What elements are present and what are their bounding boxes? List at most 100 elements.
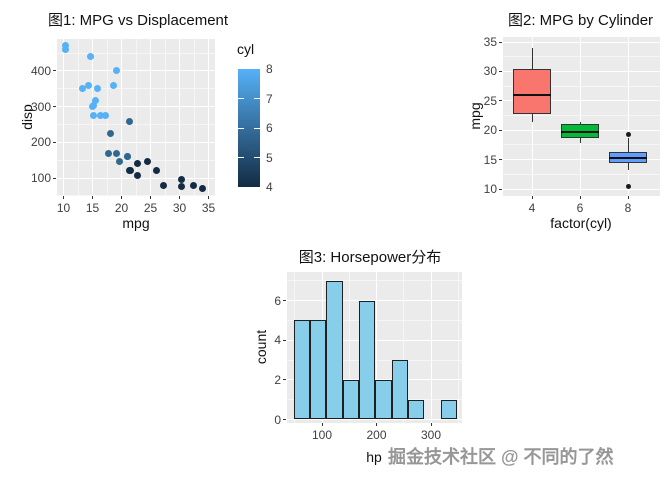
x-tick-label: 35 — [201, 201, 216, 215]
y-tick-label: 2 — [274, 372, 281, 387]
x-tick-label: 10 — [56, 201, 71, 215]
data-point — [143, 157, 151, 165]
x-axis-tick — [63, 196, 64, 199]
y-tick-label: 25 — [483, 93, 497, 108]
gridline-minor — [503, 144, 660, 146]
histogram-bar — [326, 280, 343, 420]
gridline-major — [503, 70, 660, 72]
data-point — [198, 184, 206, 192]
y-tick-label: 4 — [274, 333, 281, 348]
y-tick-label: 35 — [483, 35, 497, 49]
whisker-upper — [531, 48, 533, 70]
gridline-major — [208, 39, 209, 196]
legend-tick-label: 4 — [266, 180, 273, 194]
whisker-upper — [627, 137, 629, 153]
y-axis-tick — [283, 300, 286, 302]
x-axis-tick — [376, 423, 377, 426]
data-point — [189, 182, 197, 190]
gridline-minor — [57, 195, 215, 196]
data-point — [126, 118, 134, 126]
x-tick-label: 20 — [114, 201, 129, 215]
data-point — [84, 81, 92, 89]
histogram-bar — [310, 320, 327, 420]
data-point — [160, 181, 168, 189]
legend-tick-label: 6 — [266, 121, 273, 135]
plot1-title: 图1: MPG vs Displacement — [48, 12, 229, 29]
gridline-major — [503, 188, 660, 190]
data-point — [116, 158, 124, 166]
legend-tick-label: 7 — [266, 91, 273, 106]
gridline-major — [179, 39, 180, 196]
data-point — [113, 150, 121, 158]
gridline-minor — [193, 39, 195, 196]
legend-tick — [254, 157, 260, 158]
y-axis-tick — [499, 129, 502, 131]
gridline-minor — [348, 272, 350, 423]
plot3-x-axis-title: hp — [366, 449, 382, 465]
y-axis-tick — [283, 419, 286, 420]
x-tick-label: 100 — [311, 428, 333, 442]
y-axis-tick — [283, 379, 286, 381]
y-tick-label: 0 — [274, 412, 281, 427]
data-point — [110, 81, 118, 89]
median-line — [513, 93, 551, 96]
histogram-bar — [293, 320, 311, 420]
gridline-minor — [503, 173, 660, 175]
gridline-major — [376, 272, 377, 423]
data-point — [134, 171, 142, 179]
plot1-panel — [57, 39, 215, 196]
plot2-panel — [503, 37, 660, 196]
legend-tick — [238, 157, 244, 158]
data-point — [62, 41, 70, 49]
plot3-title: 图3: Horsepower分布 — [298, 249, 442, 266]
y-axis-tick — [53, 70, 56, 72]
data-point — [105, 150, 113, 158]
gridline-major — [63, 39, 64, 196]
data-point — [126, 167, 134, 174]
outlier-point — [625, 132, 631, 138]
watermark-text: 掘金技术社区 @ 不同的了然 — [388, 447, 614, 467]
x-tick-label: 25 — [143, 201, 158, 215]
y-axis-tick — [499, 100, 502, 102]
gridline-minor — [57, 123, 215, 125]
median-line — [561, 130, 599, 133]
y-axis-tick — [53, 177, 56, 179]
gridline-minor — [503, 85, 660, 87]
y-axis-tick — [499, 70, 502, 72]
data-point — [62, 46, 70, 54]
x-axis-tick — [627, 196, 629, 199]
histogram-bar — [375, 379, 392, 420]
y-axis-tick — [499, 188, 502, 190]
y-tick-label: 100 — [30, 171, 51, 185]
x-axis-tick — [92, 196, 93, 199]
y-tick-label: 200 — [30, 135, 51, 150]
gridline-minor — [457, 272, 459, 423]
histogram-bar — [391, 360, 409, 420]
x-axis-tick — [579, 196, 581, 199]
gridline-minor — [57, 88, 215, 90]
data-point — [123, 153, 131, 161]
histogram-bar — [342, 379, 360, 420]
gridline-major — [57, 70, 215, 72]
gridline-major — [57, 106, 215, 108]
y-axis-tick — [283, 339, 286, 341]
x-axis-tick — [121, 196, 122, 199]
box — [513, 69, 551, 114]
x-axis-tick — [321, 423, 323, 426]
x-tick-label: 30 — [172, 201, 187, 215]
gridline-major — [627, 37, 629, 196]
gridline-major — [121, 39, 122, 196]
x-tick-label: 8 — [624, 201, 632, 215]
y-tick-label: 20 — [483, 123, 497, 138]
x-axis-tick — [208, 196, 209, 199]
x-tick-label: 300 — [420, 428, 442, 442]
legend-title: cyl — [237, 41, 255, 57]
data-point — [90, 111, 98, 119]
x-tick-label: 15 — [85, 201, 100, 215]
outlier-point — [625, 184, 631, 190]
data-point — [91, 96, 99, 104]
gridline-major — [287, 419, 462, 420]
median-line — [609, 157, 647, 160]
gridline-minor — [77, 39, 79, 196]
